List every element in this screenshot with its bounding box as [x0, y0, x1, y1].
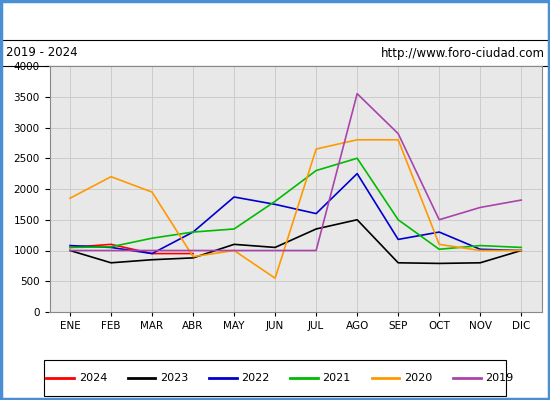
Text: 2021: 2021	[323, 373, 351, 383]
Text: Evolucion Nº Turistas Nacionales en el municipio de Las Mesas: Evolucion Nº Turistas Nacionales en el m…	[40, 14, 510, 26]
Text: http://www.foro-ciudad.com: http://www.foro-ciudad.com	[381, 46, 544, 60]
Text: 2019: 2019	[485, 373, 514, 383]
Text: 2023: 2023	[160, 373, 188, 383]
Text: 2024: 2024	[79, 373, 107, 383]
Text: 2020: 2020	[404, 373, 432, 383]
Text: 2022: 2022	[241, 373, 270, 383]
Text: 2019 - 2024: 2019 - 2024	[6, 46, 77, 60]
